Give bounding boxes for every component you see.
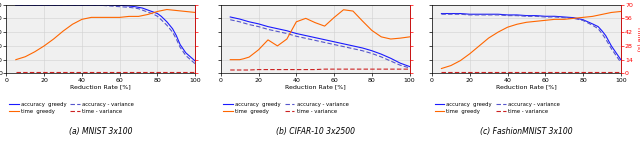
X-axis label: Reduction Rate [%]: Reduction Rate [%]: [285, 84, 346, 89]
Text: (a) MNIST 3x100: (a) MNIST 3x100: [69, 127, 132, 136]
Text: (c) FashionMNIST 3x100: (c) FashionMNIST 3x100: [480, 127, 573, 136]
X-axis label: Reduction Rate [%]: Reduction Rate [%]: [70, 84, 131, 89]
Legend: accuracy  greedy, time  greedy, accuracy - variance, time - variance: accuracy greedy, time greedy, accuracy -…: [435, 102, 559, 114]
Text: (b) CIFAR-10 3x2500: (b) CIFAR-10 3x2500: [276, 127, 355, 136]
X-axis label: Reduction Rate [%]: Reduction Rate [%]: [496, 84, 557, 89]
Legend: accuracy  greedy, time  greedy, accuracy - variance, time - variance: accuracy greedy, time greedy, accuracy -…: [223, 102, 348, 114]
Y-axis label: Time (s): Time (s): [636, 26, 640, 52]
Legend: accuracy  greedy, time  greedy, accuracy - variance, time - variance: accuracy greedy, time greedy, accuracy -…: [9, 102, 134, 114]
